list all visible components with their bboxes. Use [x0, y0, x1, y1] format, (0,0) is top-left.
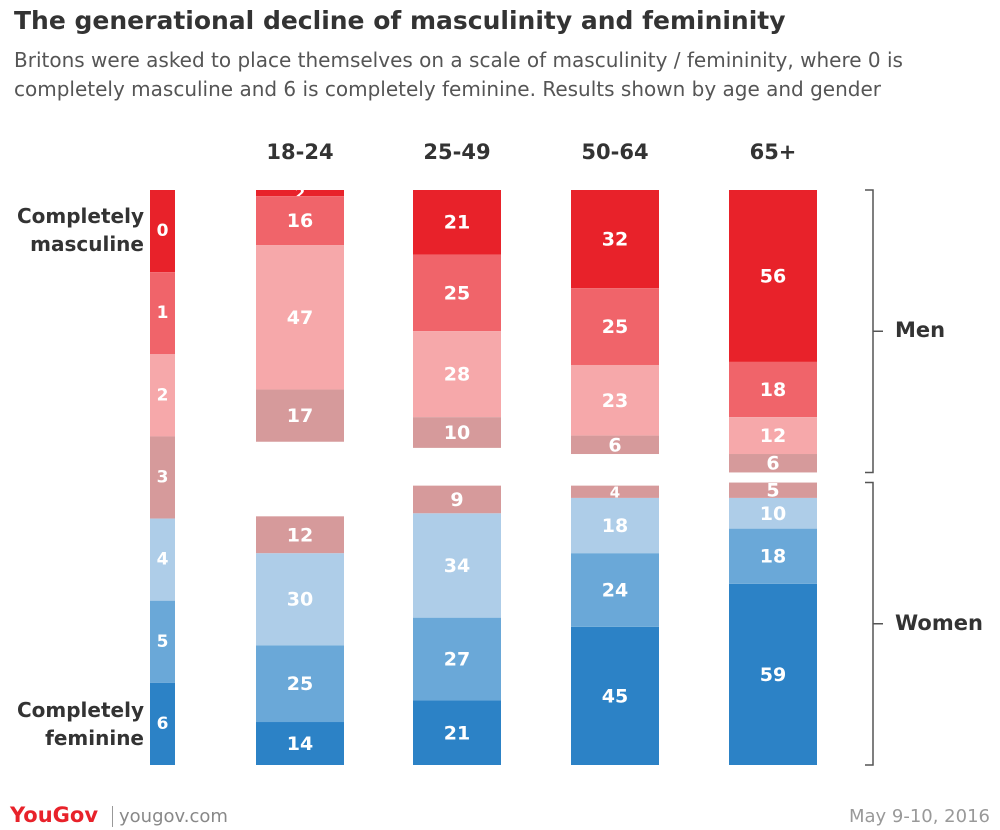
value-label: 25	[602, 316, 628, 338]
bar-segment	[571, 485, 659, 498]
value-label: 6	[766, 453, 779, 475]
x-tick-label: 18-24	[266, 140, 333, 164]
group-bracket	[865, 481, 883, 766]
value-label: 25	[287, 673, 313, 695]
bar-segment	[571, 190, 659, 289]
bar-segment	[413, 417, 501, 448]
bar-segment	[256, 389, 344, 442]
scale-swatch	[150, 436, 175, 519]
bar-segment	[413, 190, 501, 255]
value-label: 25	[444, 282, 470, 304]
bar-segment	[256, 196, 344, 246]
bar-segment	[413, 331, 501, 418]
value-label: 34	[444, 555, 470, 577]
scale-label: 6	[157, 714, 169, 734]
brand: YouGov	[10, 803, 99, 827]
scale-swatch	[150, 354, 175, 437]
bar-segment	[413, 513, 501, 618]
bar-segment	[256, 245, 344, 390]
value-label: 12	[287, 524, 313, 546]
value-label: 10	[444, 422, 470, 444]
bar-segment	[413, 485, 501, 514]
scale-label: 2	[157, 385, 169, 405]
value-label: 18	[760, 546, 786, 568]
bar-segment	[729, 583, 817, 765]
value-label: 4	[610, 483, 620, 501]
scale-end-label: Completely masculine	[16, 204, 144, 256]
scale-label: 3	[157, 468, 169, 488]
bar-segment	[413, 617, 501, 701]
value-label: 59	[760, 664, 786, 686]
value-label: 28	[444, 364, 470, 386]
value-label: 30	[287, 589, 313, 611]
group-label: Women	[895, 611, 983, 635]
chart-subtitle: Britons were asked to place themselves o…	[14, 48, 903, 101]
bar-segment	[256, 645, 344, 723]
value-label: 18	[602, 515, 628, 537]
bar-segment	[729, 454, 817, 473]
value-label: 16	[287, 210, 313, 232]
bar-segment	[571, 288, 659, 365]
value-label: 21	[444, 722, 470, 744]
value-label: 14	[287, 733, 313, 755]
bar-segment	[571, 553, 659, 627]
value-label: 6	[608, 434, 621, 456]
value-label: 17	[287, 405, 313, 427]
value-label: 47	[287, 307, 313, 329]
scale-label: 1	[157, 303, 169, 323]
value-label: 9	[450, 489, 463, 511]
bar-segment	[571, 435, 659, 455]
x-tick-label: 25-49	[423, 140, 490, 164]
value-label: 12	[760, 425, 786, 447]
scale-swatch	[150, 600, 175, 683]
bar-segment	[571, 364, 659, 436]
value-label: 5	[766, 480, 779, 502]
value-label: 24	[602, 580, 628, 602]
bar-segment	[729, 528, 817, 584]
scale-label: 4	[157, 550, 169, 570]
bar-segment	[729, 497, 817, 529]
bar-segment	[729, 482, 817, 498]
bar-segment	[729, 417, 817, 455]
scale-swatch	[150, 682, 175, 765]
scale-swatch	[150, 272, 175, 355]
bar-segment	[256, 190, 344, 197]
bar-segment	[256, 516, 344, 554]
value-label: 21	[444, 212, 470, 234]
value-label: 56	[760, 265, 786, 287]
value-label: 18	[760, 379, 786, 401]
date: May 9-10, 2016	[848, 806, 990, 827]
group-label: Men	[895, 318, 945, 342]
bar-segment	[729, 190, 817, 362]
bar-segment	[413, 254, 501, 332]
value-label: 2	[295, 185, 305, 203]
scale-label: 0	[157, 221, 169, 241]
x-tick-label: 50-64	[581, 140, 648, 164]
bar-segment	[256, 553, 344, 646]
site: yougov.com	[112, 806, 228, 827]
bar-segment	[571, 497, 659, 554]
scale-swatch	[150, 518, 175, 601]
scale-end-label: Completely feminine	[16, 698, 144, 750]
group-bracket	[865, 189, 883, 474]
bar-segment	[729, 361, 817, 418]
bar-segment	[256, 722, 344, 765]
value-label: 23	[602, 390, 628, 412]
scale-swatch	[150, 190, 175, 273]
bar-segment	[413, 700, 501, 765]
value-label: 32	[602, 229, 628, 251]
value-label: 10	[760, 503, 786, 525]
scale-label: 5	[157, 632, 169, 652]
value-label: 27	[444, 649, 470, 671]
chart-title: The generational decline of masculinity …	[14, 6, 786, 35]
x-tick-label: 65+	[750, 140, 797, 164]
value-label: 45	[602, 685, 628, 707]
bar-segment	[571, 626, 659, 765]
